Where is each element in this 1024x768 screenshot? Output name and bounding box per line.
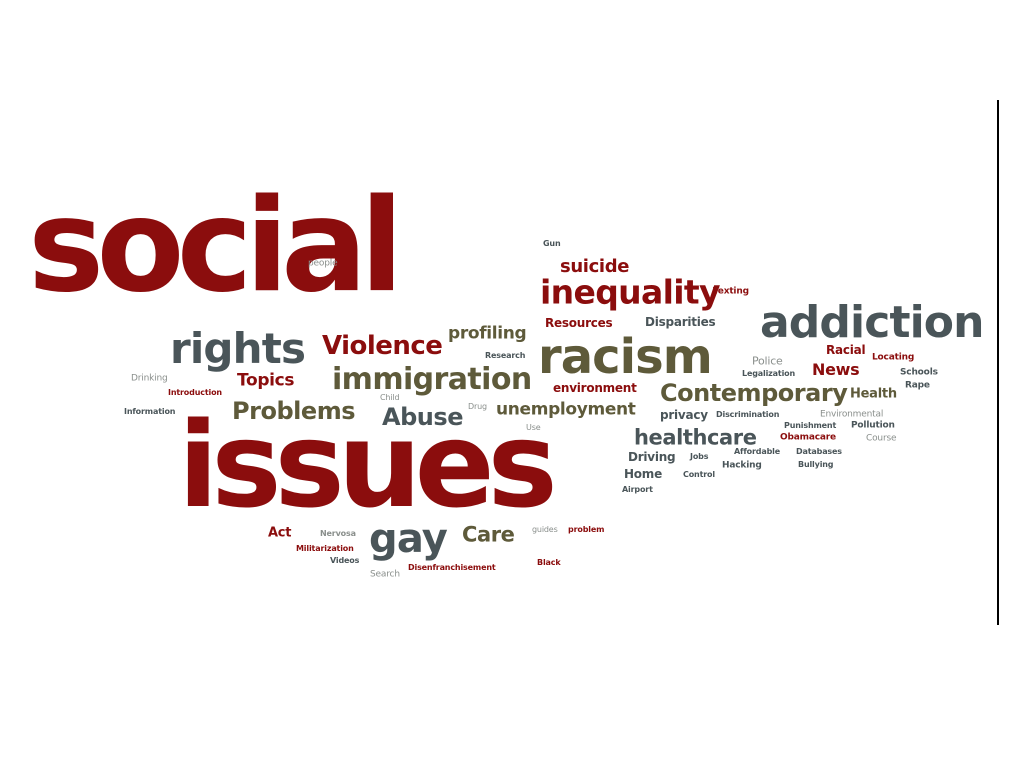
word-news: News: [812, 360, 860, 379]
word-issues: issues: [178, 396, 558, 534]
word-gay: gay: [369, 516, 448, 562]
word-rape: Rape: [905, 380, 930, 391]
word-racism: racism: [538, 329, 713, 385]
word-discrimination: Discrimination: [716, 410, 780, 419]
word-guides: guides: [532, 525, 558, 534]
word-databases: Databases: [796, 447, 842, 456]
word-introduction: Introduction: [168, 388, 222, 397]
word-act: Act: [268, 525, 292, 541]
word-punishment: Punishment: [784, 421, 837, 430]
word-abuse: Abuse: [382, 403, 464, 431]
word-course: Course: [866, 433, 897, 444]
word-immigration: immigration: [332, 362, 532, 397]
word-militarization: Militarization: [296, 544, 354, 553]
word-environment: environment: [553, 381, 637, 395]
word-social: social: [28, 172, 404, 321]
word-contemporary: Contemporary: [660, 379, 848, 407]
word-home: Home: [624, 467, 662, 481]
word-information: Information: [124, 407, 176, 416]
word-drinking: Drinking: [131, 373, 168, 384]
word-problems: Problems: [232, 397, 356, 425]
word-care: Care: [462, 522, 515, 547]
word-healthcare: healthcare: [634, 425, 757, 450]
word-airport: Airport: [622, 485, 653, 494]
word-bullying: Bullying: [798, 460, 834, 469]
word-hacking: Hacking: [722, 460, 762, 471]
word-topics: Topics: [237, 370, 295, 391]
word-pollution: Pollution: [851, 420, 895, 431]
word-search: Search: [370, 569, 400, 580]
word-environmental: Environmental: [820, 409, 884, 420]
word-drug: Drug: [468, 402, 487, 411]
word-health: Health: [850, 386, 897, 402]
word-disenfranchisement: Disenfranchisement: [408, 563, 496, 572]
word-legalization: Legalization: [742, 369, 796, 378]
word-suicide: suicide: [560, 256, 630, 277]
word-privacy: privacy: [660, 408, 708, 422]
word-use: Use: [526, 423, 541, 432]
word-research: Research: [485, 351, 526, 360]
word-affordable: Affordable: [734, 447, 781, 456]
word-police: Police: [752, 354, 783, 368]
word-profiling: profiling: [448, 323, 527, 344]
word-rights: rights: [170, 324, 306, 373]
word-addiction: addiction: [760, 297, 984, 348]
word-nervosa: Nervosa: [320, 529, 356, 538]
word-texting: Texting: [713, 286, 749, 297]
word-inequality: inequality: [540, 272, 721, 312]
right-edge-line: [997, 100, 999, 625]
word-problem: problem: [568, 525, 605, 534]
word-control: Control: [683, 470, 715, 479]
word-child: Child: [380, 393, 400, 402]
word-videos: Videos: [330, 556, 360, 565]
word-jobs: Jobs: [690, 452, 709, 461]
word-unemployment: unemployment: [496, 399, 636, 420]
word-locating: Locating: [872, 352, 915, 363]
word-disparities: Disparities: [645, 315, 716, 329]
word-driving: Driving: [628, 450, 676, 464]
word-gun: Gun: [543, 239, 561, 248]
word-violence: Violence: [322, 331, 443, 361]
word-black: Black: [537, 558, 561, 567]
word-obamacare: Obamacare: [780, 432, 836, 443]
word-schools: Schools: [900, 367, 938, 378]
word-resources: Resources: [545, 316, 613, 330]
word-racial: Racial: [826, 343, 866, 357]
word-people: people: [308, 258, 338, 269]
